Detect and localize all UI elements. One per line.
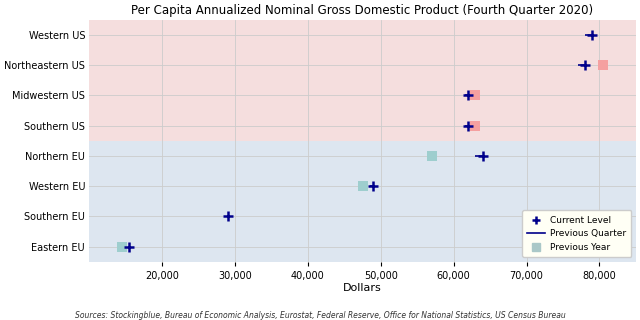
- Point: [117, 244, 127, 249]
- Point: [470, 123, 481, 128]
- Point: [470, 93, 481, 98]
- Bar: [89, 201, 636, 231]
- Bar: [89, 20, 636, 50]
- Point: [357, 183, 367, 188]
- Bar: [89, 50, 636, 80]
- Legend: Current Level, Previous Quarter, Previous Year: Current Level, Previous Quarter, Previou…: [522, 210, 631, 257]
- Title: Per Capita Annualized Nominal Gross Domestic Product (Fourth Quarter 2020): Per Capita Annualized Nominal Gross Dome…: [131, 4, 593, 17]
- Text: Sources: Stockingblue, Bureau of Economic Analysis, Eurostat, Federal Reserve, O: Sources: Stockingblue, Bureau of Economi…: [75, 311, 565, 320]
- Bar: [89, 80, 636, 110]
- Point: [369, 183, 379, 188]
- Point: [580, 62, 590, 68]
- Point: [587, 32, 597, 37]
- Point: [477, 153, 488, 158]
- Bar: [89, 110, 636, 141]
- Point: [463, 123, 474, 128]
- Point: [124, 244, 134, 249]
- Bar: [89, 141, 636, 171]
- Bar: [89, 171, 636, 201]
- Point: [427, 153, 437, 158]
- Bar: [89, 231, 636, 262]
- Point: [598, 62, 608, 68]
- Point: [463, 93, 474, 98]
- Point: [223, 214, 233, 219]
- X-axis label: Dollars: Dollars: [343, 284, 382, 293]
